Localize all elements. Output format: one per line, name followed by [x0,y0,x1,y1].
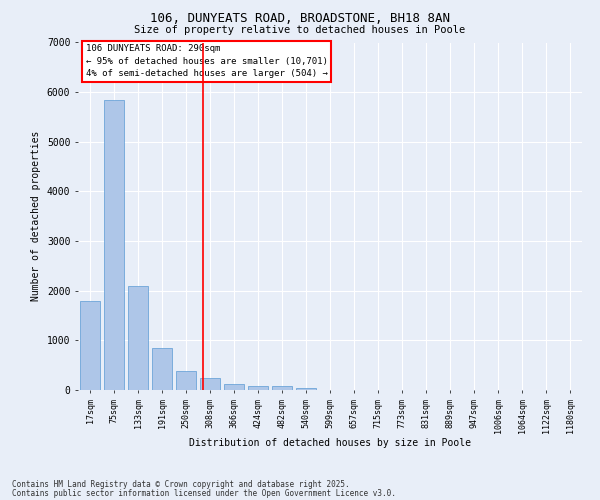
Bar [248,386,268,390]
Y-axis label: Number of detached properties: Number of detached properties [31,131,41,302]
Bar [200,378,220,390]
Text: Contains public sector information licensed under the Open Government Licence v3: Contains public sector information licen… [12,488,396,498]
Text: Contains HM Land Registry data © Crown copyright and database right 2025.: Contains HM Land Registry data © Crown c… [12,480,350,489]
Bar [296,388,316,390]
Bar [80,300,100,390]
Text: Size of property relative to detached houses in Poole: Size of property relative to detached ho… [134,25,466,35]
Text: 106, DUNYEATS ROAD, BROADSTONE, BH18 8AN: 106, DUNYEATS ROAD, BROADSTONE, BH18 8AN [150,12,450,26]
Bar [152,348,172,390]
Bar [224,384,244,390]
Text: 106 DUNYEATS ROAD: 290sqm
← 95% of detached houses are smaller (10,701)
4% of se: 106 DUNYEATS ROAD: 290sqm ← 95% of detac… [86,44,328,78]
Bar [128,286,148,390]
X-axis label: Distribution of detached houses by size in Poole: Distribution of detached houses by size … [189,438,471,448]
Bar [176,371,196,390]
Bar [104,100,124,390]
Bar [272,386,292,390]
